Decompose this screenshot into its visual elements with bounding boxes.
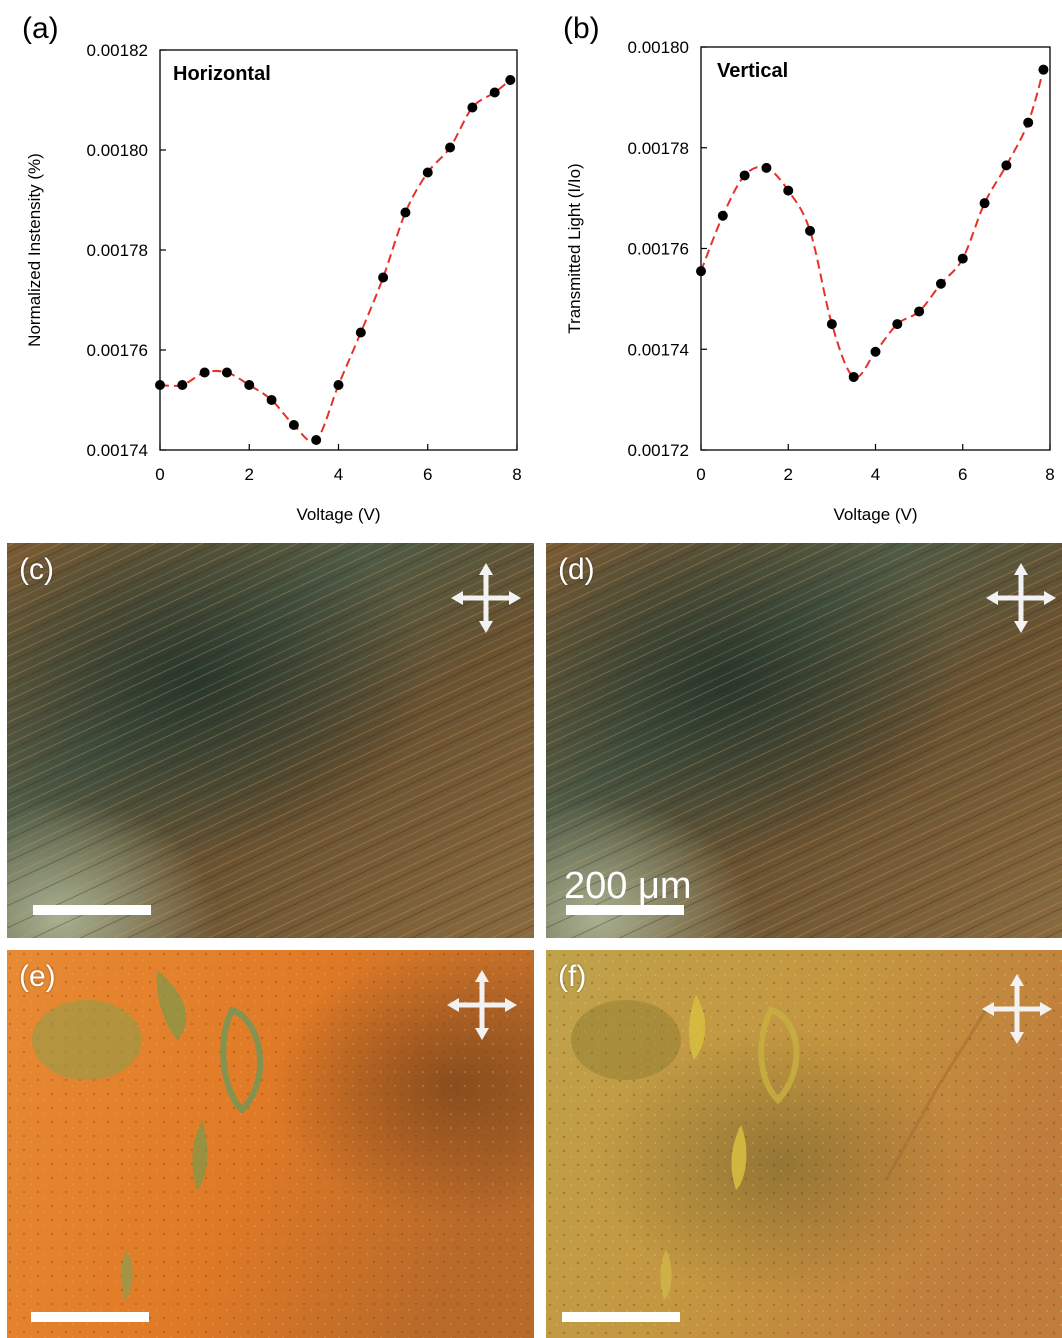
scale-bar [31, 1312, 149, 1322]
panel-f-label: (f) [558, 960, 586, 994]
polarizer-cross-icon [986, 563, 1056, 633]
charts-area: 0 2 4 6 8 0.00174 0.00176 0.00178 0.00180 0.00182… [0, 0, 1062, 530]
x-tick-label: 4 [334, 465, 343, 484]
data-point [267, 395, 277, 405]
data-point [761, 163, 771, 173]
micrograph-e: (e) [7, 950, 534, 1338]
data-point [849, 372, 859, 382]
x-axis-label: Voltage (V) [833, 505, 917, 524]
data-point [244, 380, 254, 390]
y-tick-label: 0.00178 [628, 139, 689, 158]
chart-horizontal: 0 2 4 6 8 0.00174 0.00176 0.00178 0.00180 0.00182… [25, 41, 522, 524]
data-point [378, 273, 388, 283]
data-point [1023, 118, 1033, 128]
data-point [740, 170, 750, 180]
data-point [467, 103, 477, 113]
data-point [490, 88, 500, 98]
data-point [334, 380, 344, 390]
data-point [445, 143, 455, 153]
y-tick-label: 0.00178 [87, 241, 148, 260]
data-point [200, 368, 210, 378]
data-point [1001, 160, 1011, 170]
data-point [289, 420, 299, 430]
panel-d-label: (d) [558, 553, 595, 587]
data-point [958, 254, 968, 264]
y-tick-label: 0.00180 [87, 141, 148, 160]
x-tick-label: 0 [696, 465, 705, 484]
micrograph-d: (d) 200 μm [546, 543, 1062, 938]
x-tick-label: 0 [155, 465, 164, 484]
fit-line [701, 70, 1043, 378]
x-tick-label: 6 [958, 465, 967, 484]
y-axis-label: Normalized Instensity (%) [25, 153, 44, 347]
y-tick-label: 0.00176 [87, 341, 148, 360]
y-tick-label: 0.00174 [628, 340, 689, 359]
x-tick-label: 8 [1045, 465, 1054, 484]
data-point [980, 198, 990, 208]
scale-bar [33, 905, 151, 915]
polarizer-cross-icon [447, 970, 517, 1040]
scale-bar-label: 200 μm [564, 865, 692, 908]
chart-annotation: Horizontal [173, 63, 271, 85]
data-point [505, 75, 515, 85]
data-point [696, 266, 706, 276]
y-tick-label: 0.00176 [628, 240, 689, 259]
y-tick-label: 0.00174 [87, 441, 148, 460]
data-point [871, 347, 881, 357]
data-point [936, 279, 946, 289]
data-point [356, 328, 366, 338]
data-point [423, 168, 433, 178]
panel-e-label: (e) [19, 960, 56, 994]
chart-annotation: Vertical [717, 60, 788, 82]
data-point [1038, 65, 1048, 75]
x-tick-label: 8 [512, 465, 521, 484]
x-axis-label: Voltage (V) [296, 505, 380, 524]
x-tick-label: 4 [871, 465, 880, 484]
y-tick-label: 0.00172 [628, 441, 689, 460]
plot-frame [701, 47, 1050, 450]
panel-c-label: (c) [19, 553, 54, 587]
data-point [892, 319, 902, 329]
data-point [827, 319, 837, 329]
x-tick-label: 2 [245, 465, 254, 484]
y-axis-label: Transmitted Light (I/Io) [565, 163, 584, 333]
data-point [783, 186, 793, 196]
y-tick-label: 0.00180 [628, 38, 689, 57]
data-point [155, 380, 165, 390]
x-tick-label: 2 [784, 465, 793, 484]
x-tick-label: 6 [423, 465, 432, 484]
chart-vertical: 0 2 4 6 8 0.00172 0.00174 0.00176 0.00178 0.00180… [565, 38, 1055, 524]
data-point [718, 211, 728, 221]
scale-bar [566, 905, 684, 915]
data-point [177, 380, 187, 390]
data-point [914, 306, 924, 316]
data-point [222, 368, 232, 378]
polarizer-cross-icon [451, 563, 521, 633]
y-tick-label: 0.00182 [87, 41, 148, 60]
data-point [311, 435, 321, 445]
scale-bar [562, 1312, 680, 1322]
micrograph-c: (c) [7, 543, 534, 938]
data-point [805, 226, 815, 236]
data-point [400, 208, 410, 218]
polarizer-cross-icon [982, 974, 1052, 1044]
micrograph-f: (f) [546, 950, 1062, 1338]
